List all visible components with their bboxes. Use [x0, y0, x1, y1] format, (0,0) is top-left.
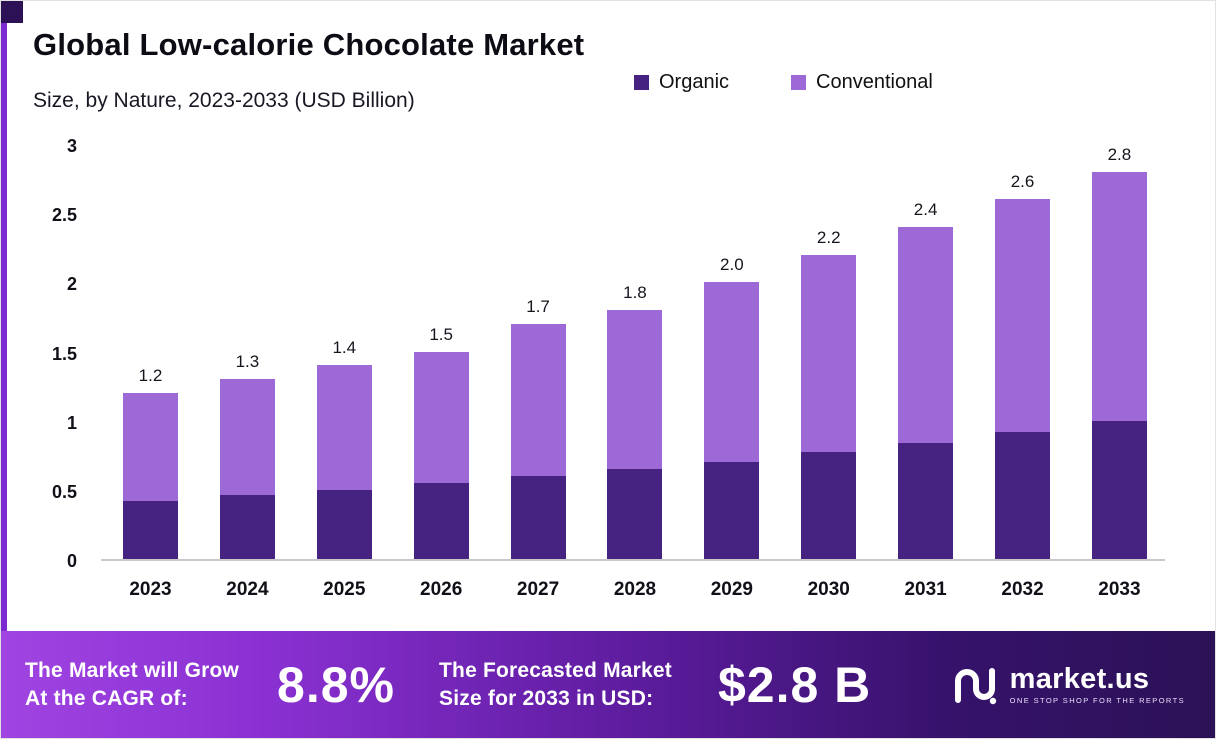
forecast-label-line1: The Forecasted Market [439, 659, 672, 683]
bar-segment-conventional [510, 323, 566, 476]
x-axis-label: 2024 [226, 579, 269, 600]
corner-accent-square [1, 1, 23, 23]
x-axis-label: 2029 [710, 579, 753, 600]
bar-segment-organic [123, 500, 178, 559]
left-accent-stripe [1, 1, 7, 738]
bar-segment-conventional [1091, 171, 1147, 421]
y-axis-tick: 1 [66, 412, 77, 433]
x-axis-label: 2026 [420, 579, 463, 600]
bar-segment-organic [898, 442, 954, 559]
bar-total-label: 1.5 [429, 324, 453, 344]
bar-total-label: 1.4 [332, 338, 357, 358]
bar-segment-conventional [219, 379, 275, 496]
y-axis-tick: 1.5 [51, 343, 77, 364]
bar-group: 1.4 2025 [316, 338, 372, 600]
x-axis-label: 2025 [323, 579, 366, 600]
bar-total-label: 1.7 [526, 296, 550, 316]
bar-group: 1.3 2024 [219, 352, 275, 600]
y-axis: 0 0.5 1 1.5 2 2.5 3 [1, 136, 83, 571]
bar-segment-conventional [995, 199, 1051, 432]
y-axis-tick: 0.5 [51, 481, 77, 502]
cagr-value: 8.8% [277, 656, 396, 713]
bar-segment-conventional [898, 227, 954, 443]
bar-segment-conventional [704, 282, 760, 463]
bar-segment-conventional [607, 310, 663, 470]
legend-swatch-conventional [791, 75, 807, 90]
bar-group: 2.4 2031 [898, 200, 954, 600]
bar-segment-organic [413, 482, 469, 559]
bar-segment-organic [607, 469, 663, 559]
page-subtitle: Size, by Nature, 2023-2033 (USD Billion) [33, 89, 415, 112]
x-axis-label: 2033 [1098, 579, 1141, 600]
bar-total-label: 1.8 [623, 283, 647, 303]
x-axis-label: 2030 [807, 579, 850, 600]
bar-total-label: 1.3 [235, 352, 260, 372]
footer-banner: The Market will Grow At the CAGR of: 8.8… [1, 631, 1215, 738]
x-axis-label: 2027 [516, 579, 560, 600]
forecast-label: The Forecasted Market Size for 2033 in U… [439, 657, 672, 712]
legend-label-organic: Organic [659, 71, 730, 93]
marketus-logo-icon [954, 667, 996, 704]
forecast-value: $2.8 B [717, 656, 872, 713]
bar-group: 2.8 2033 [1091, 144, 1147, 600]
x-axis-label: 2023 [129, 579, 172, 600]
cagr-label: The Market will Grow At the CAGR of: [25, 657, 239, 712]
page-title: Global Low-calorie Chocolate Market [33, 27, 585, 62]
bar-segment-organic [219, 495, 275, 559]
y-axis-tick: 0 [66, 551, 77, 571]
bar-total-label: 2.8 [1107, 144, 1132, 164]
bar-group: 1.2 2023 [123, 366, 178, 600]
bar-group: 2.0 2029 [704, 255, 760, 600]
bar-total-label: 2.0 [720, 255, 744, 275]
bar-group: 2.2 2030 [801, 227, 857, 600]
legend-swatch-organic [634, 75, 649, 90]
x-axis-label: 2031 [904, 579, 947, 600]
legend-label-conventional: Conventional [816, 71, 933, 93]
bar-segment-organic [995, 431, 1051, 559]
y-axis-tick: 2 [66, 274, 77, 295]
bar-segment-conventional [123, 393, 178, 501]
bar-group: 1.8 2028 [607, 283, 663, 600]
x-axis-label: 2028 [613, 579, 657, 600]
y-axis-tick: 3 [66, 136, 77, 156]
forecast-label-line2: Size for 2033 in USD: [439, 686, 654, 710]
bar-segment-organic [316, 489, 372, 559]
legend-item-conventional: Conventional [791, 71, 933, 94]
bar-group: 2.6 2032 [995, 172, 1051, 600]
bar-total-label: 1.2 [138, 366, 163, 386]
bar-group: 1.7 2027 [510, 296, 566, 600]
legend-item-organic: Organic [634, 71, 729, 94]
logo-texts: market.us ONE STOP SHOP FOR THE REPORTS [1009, 662, 1185, 706]
legend: Organic Conventional [634, 71, 933, 94]
cagr-label-line2: At the CAGR of: [25, 686, 188, 710]
bar-segment-organic [510, 476, 566, 559]
bar-segment-organic [704, 462, 760, 559]
bar-segment-organic [1091, 420, 1147, 559]
bar-total-label: 2.4 [913, 200, 938, 220]
bar-segment-conventional [801, 254, 857, 453]
bar-total-label: 2.6 [1010, 172, 1035, 192]
logo-name: market.us [1009, 662, 1150, 695]
logo-tagline: ONE STOP SHOP FOR THE REPORTS [1009, 696, 1185, 706]
marketus-logo: market.us ONE STOP SHOP FOR THE REPORTS [953, 662, 1185, 706]
plot-area: 1.2 2023 1.3 2024 1.4 2025 1.5 2026 1.7 2027 1.8 20… [101, 144, 1165, 600]
bar-segment-conventional [316, 365, 372, 490]
x-axis-label: 2032 [1001, 579, 1044, 600]
cagr-label-line1: The Market will Grow [25, 659, 240, 683]
bar-segment-conventional [413, 351, 469, 483]
bar-segment-organic [801, 452, 857, 559]
bar-total-label: 2.2 [816, 227, 841, 247]
y-axis-tick: 2.5 [51, 205, 77, 226]
bar-group: 1.5 2026 [413, 324, 469, 600]
